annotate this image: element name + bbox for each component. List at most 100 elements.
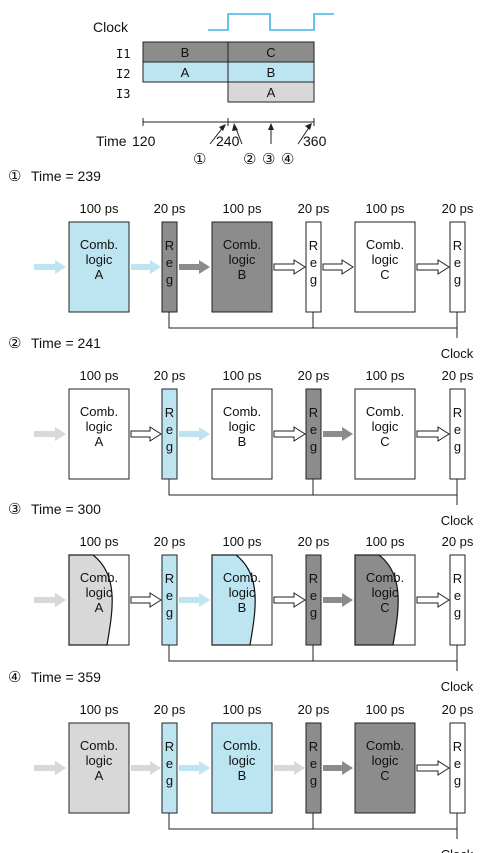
register-letter: R <box>309 571 318 586</box>
logic-block-box <box>354 388 416 480</box>
stage-arrow-4 <box>323 427 353 441</box>
register-box <box>449 388 466 480</box>
stage-arrow-3 <box>273 592 306 608</box>
logic-delay-label: 100 ps <box>222 534 262 549</box>
stage-arrow-5 <box>416 259 450 275</box>
reg-delay-label: 20 ps <box>298 368 330 383</box>
logic-block-box <box>68 722 130 814</box>
stage-arrow-4 <box>323 761 353 775</box>
register-letter: e <box>166 255 173 270</box>
logic-block-text: Comb. <box>366 738 404 753</box>
register-box <box>449 554 466 646</box>
logic-block-text: logic <box>229 419 256 434</box>
marker-2-pointer-head <box>232 123 238 131</box>
logic-block-border <box>68 554 130 646</box>
row-label-i3: I3 <box>116 87 130 101</box>
logic-delay-label: 100 ps <box>365 201 405 216</box>
register-letter: R <box>453 739 462 754</box>
logic-delay-label: 100 ps <box>365 534 405 549</box>
stage-arrow-1 <box>130 426 162 442</box>
register-letter: g <box>310 439 317 454</box>
row-label-i1: I1 <box>116 47 130 61</box>
stage-arrow-2 <box>179 761 210 775</box>
logic-block-text: logic <box>229 252 256 267</box>
marker-3: ③ <box>262 151 275 168</box>
clock-label: Clock <box>93 19 129 35</box>
panel-3-marker: ③ <box>8 501 21 518</box>
input-arrow <box>34 761 66 775</box>
register-2: Reg <box>305 388 322 480</box>
logic-block-text: Comb. <box>80 738 118 753</box>
logic-block-text: A <box>95 600 104 615</box>
marker-3-pointer-head <box>268 123 274 130</box>
logic-block-text: Comb. <box>80 570 118 585</box>
stage-arrow-3 <box>274 761 305 775</box>
logic-block-text: logic <box>372 585 399 600</box>
logic-block-text: C <box>380 768 389 783</box>
logic-block-text: logic <box>372 252 399 267</box>
i3-segment-2-text: A <box>267 85 276 100</box>
register-3: Reg <box>449 388 466 480</box>
panel-1-marker: ① <box>8 168 21 185</box>
logic-block-text: C <box>380 600 389 615</box>
clock-line <box>168 312 457 329</box>
marker-2: ② <box>243 151 256 168</box>
time-tick-label-360: 360 <box>303 133 327 149</box>
register-letter: e <box>454 255 461 270</box>
panel-4: ④ Time = 359 100 ps 100 ps 100 ps 20 ps 20 ps 2… <box>8 669 474 853</box>
panel-2: ② Time = 241 100 ps 100 ps 100 ps 20 ps 20 ps 2… <box>8 335 474 528</box>
marker-1-pointer-head <box>219 124 226 131</box>
stage-arrow-2 <box>179 593 210 607</box>
logic-block-text: A <box>95 434 104 449</box>
reg-delay-label: 20 ps <box>442 201 474 216</box>
register-letter: R <box>453 571 462 586</box>
register-letter: R <box>453 405 462 420</box>
stage-arrow-5 <box>416 760 450 776</box>
panel-4-marker: ④ <box>8 669 21 686</box>
logic-delay-label: 100 ps <box>79 534 119 549</box>
logic-block-text: Comb. <box>223 404 261 419</box>
logic-delay-label: 100 ps <box>222 201 262 216</box>
logic-block-text: logic <box>229 585 256 600</box>
reg-delay-label: 20 ps <box>442 702 474 717</box>
register-box <box>449 722 466 814</box>
logic-block-border <box>211 554 273 646</box>
input-arrow <box>34 593 66 607</box>
logic-block-text: Comb. <box>80 237 118 252</box>
marker-1: ① <box>193 151 206 168</box>
i3-segment-2 <box>227 81 315 103</box>
logic-block-text: Comb. <box>223 738 261 753</box>
register-letter: e <box>310 255 317 270</box>
logic-block-text: B <box>238 434 247 449</box>
reg-delay-label: 20 ps <box>154 368 186 383</box>
logic-block-text: logic <box>86 753 113 768</box>
panel-3-title: Time = 300 <box>31 501 101 517</box>
time-tick-label-240: 240 <box>216 133 240 149</box>
logic-block-text: Comb. <box>366 404 404 419</box>
register-box <box>161 722 178 814</box>
reg-delay-label: 20 ps <box>298 534 330 549</box>
logic-block-text: A <box>95 768 104 783</box>
panel-3: ③ Time = 300 100 ps 100 ps 100 ps 20 ps 20 ps 2… <box>8 501 474 694</box>
register-box <box>305 388 322 480</box>
reg-delay-label: 20 ps <box>442 368 474 383</box>
register-2: Reg <box>305 554 322 646</box>
logic-block-text: B <box>238 267 247 282</box>
register-box <box>449 221 466 313</box>
marker-4-pointer <box>297 125 311 145</box>
logic-block-border <box>354 554 416 646</box>
logic-block-text: logic <box>372 753 399 768</box>
i1-segment-2-text: C <box>266 45 275 60</box>
marker-4-pointer-head <box>305 123 312 130</box>
register-1: Reg <box>161 554 178 646</box>
reg-delay-label: 20 ps <box>298 201 330 216</box>
clock-label: Clock <box>441 346 474 361</box>
logic-block-text: Comb. <box>366 570 404 585</box>
register-box <box>161 221 178 313</box>
